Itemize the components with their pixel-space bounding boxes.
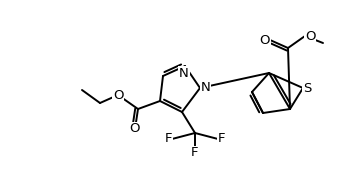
- Text: O: O: [305, 29, 316, 43]
- Text: N: N: [179, 67, 189, 80]
- Text: F: F: [191, 146, 199, 159]
- Text: N: N: [201, 80, 211, 94]
- Text: O: O: [130, 122, 140, 135]
- Text: O: O: [113, 88, 123, 101]
- Text: O: O: [260, 33, 270, 46]
- Text: F: F: [165, 133, 172, 146]
- Text: S: S: [303, 82, 311, 95]
- Text: F: F: [218, 133, 226, 146]
